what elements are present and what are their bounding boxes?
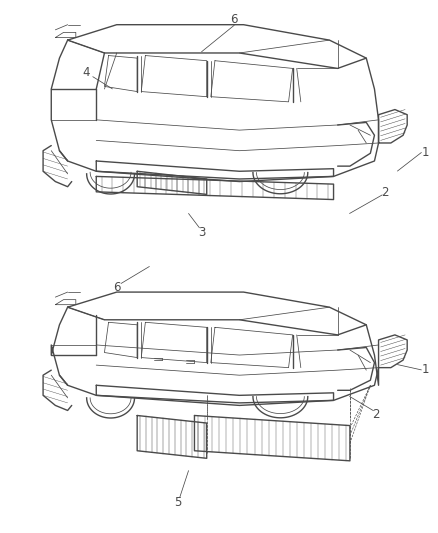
- Text: 6: 6: [230, 13, 238, 27]
- Text: 1: 1: [422, 364, 430, 376]
- Text: 3: 3: [198, 225, 205, 239]
- Text: 1: 1: [422, 146, 430, 159]
- Text: 2: 2: [381, 186, 388, 199]
- Text: 6: 6: [113, 281, 120, 294]
- Text: 4: 4: [82, 67, 90, 79]
- Text: 2: 2: [372, 408, 379, 422]
- Text: 5: 5: [174, 496, 181, 509]
